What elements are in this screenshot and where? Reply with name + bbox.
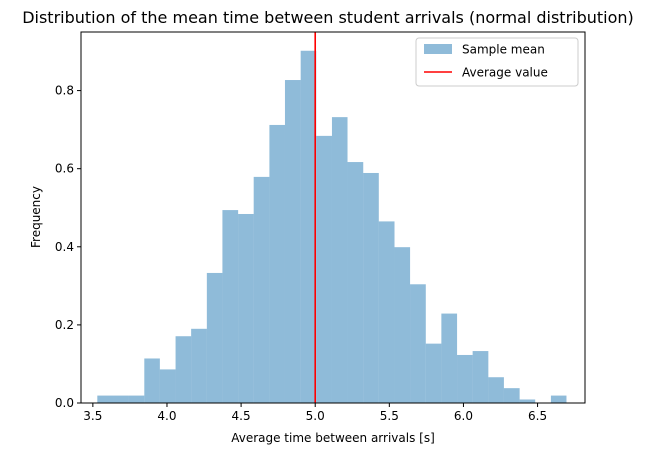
x-tick-label: 6.5 [528,409,547,423]
histogram-bar [206,272,223,403]
histogram-bar [128,395,145,403]
x-tick-label: 4.5 [232,409,251,423]
histogram-bar [503,388,520,403]
histogram-bar [269,124,285,403]
histogram-bar [144,358,160,403]
y-tick-label: 0.2 [55,318,74,332]
x-tick-label: 5.0 [306,409,325,423]
histogram-bar [441,313,458,403]
histogram-bar [316,135,332,403]
histogram-bar [191,328,207,403]
legend: Sample mean Average value [415,37,579,87]
legend-label-sample-mean: Sample mean [462,43,545,57]
histogram-bar [159,369,176,403]
histogram-bar [394,247,411,403]
y-tick-label: 0.0 [55,396,74,410]
x-tick-label: 3.5 [83,409,102,423]
histogram-bar [457,354,473,403]
y-axis-label: Frequency [29,186,43,248]
histogram-bar [472,351,489,403]
histogram-bar [253,176,270,403]
histogram-bar [519,399,536,403]
histogram-bar [488,377,504,403]
histogram-bar [425,343,442,403]
x-tick-label: 5.5 [380,409,399,423]
y-tick-label: 0.6 [55,162,74,176]
histogram-bar [550,395,567,403]
legend-frame [415,37,579,87]
y-tick-label: 0.8 [55,84,74,98]
plot-frame [80,31,586,404]
x-axis-label: Average time between arrivals [s] [231,431,435,445]
histogram-bar [238,213,254,403]
histogram-bar [331,117,348,403]
chart-title: Distribution of the mean time between st… [22,8,634,27]
histogram-bars [97,50,567,403]
x-axis-ticks: 3.5 4.0 4.5 5.0 5.5 6.0 6.5 [83,403,547,423]
x-tick-label: 4.0 [157,409,176,423]
histogram-bar [97,395,114,403]
histogram-bar [347,162,364,403]
y-axis-ticks: 0.0 0.2 0.4 0.6 0.8 [55,84,81,410]
histogram-bar [284,80,301,403]
legend-patch-sample-mean [424,44,452,54]
legend-label-average-value: Average value [462,66,548,80]
histogram-bar [222,210,239,403]
histogram-bar [113,395,129,403]
x-tick-label: 6.0 [454,409,473,423]
histogram-bar [363,172,379,403]
histogram-bar [300,50,317,403]
histogram-bar [410,284,426,403]
histogram-bar [175,336,192,403]
y-tick-label: 0.4 [55,240,74,254]
histogram-bar [378,221,395,403]
